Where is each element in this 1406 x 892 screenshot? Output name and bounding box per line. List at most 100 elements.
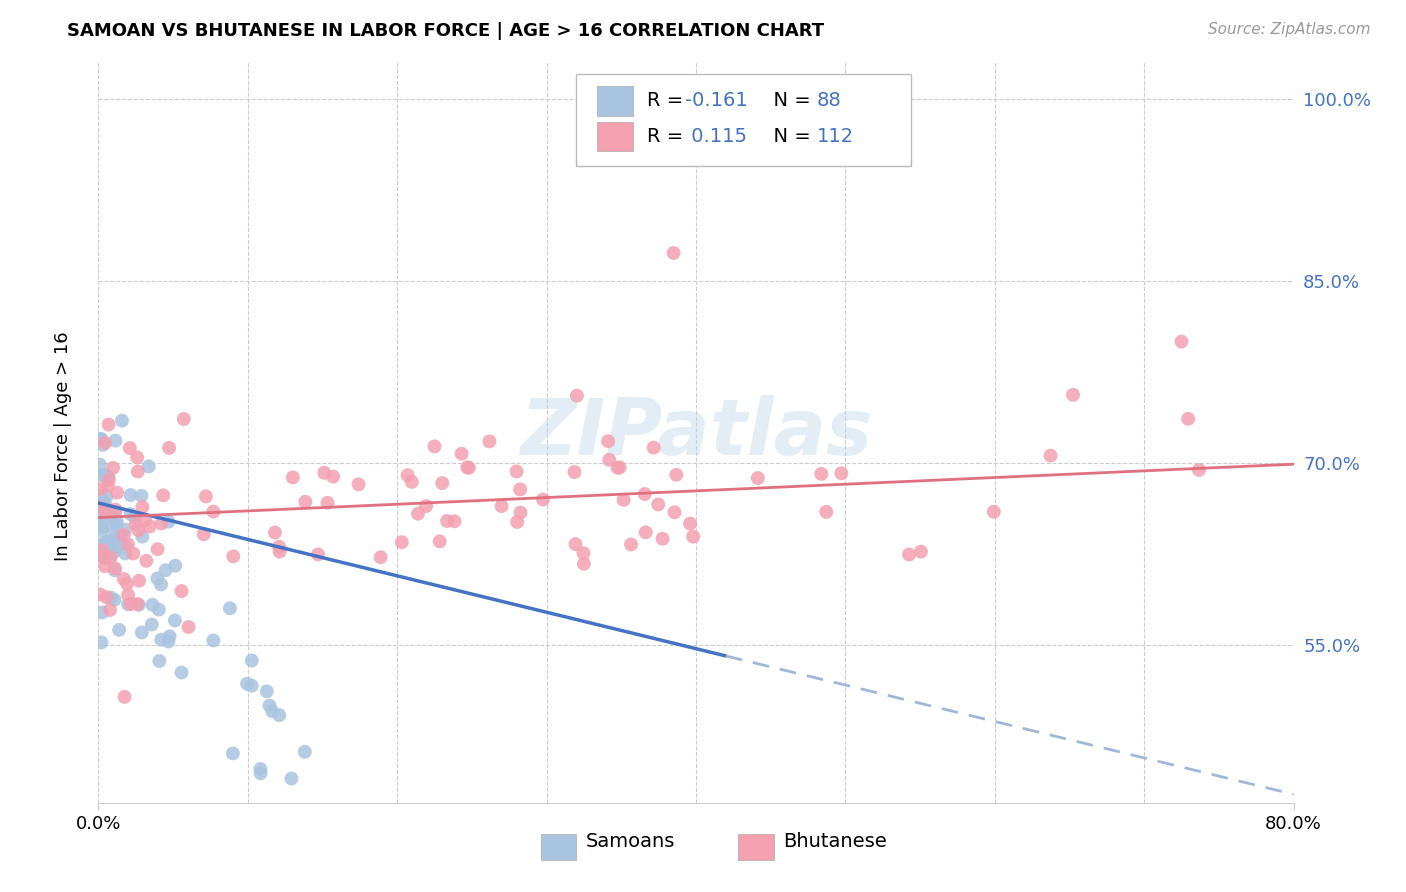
Point: [91, 606, 114, 620]
Point: [91, 543, 114, 558]
Point: [90, 504, 112, 518]
Point: [157, 634, 180, 648]
Point: [89, 458, 111, 472]
Point: [1177, 412, 1199, 426]
Point: [910, 544, 932, 558]
Point: [105, 485, 128, 500]
Point: [97, 470, 120, 484]
Point: [138, 519, 160, 533]
Point: [101, 533, 124, 548]
Point: [117, 588, 139, 602]
Point: [91, 504, 114, 518]
FancyBboxPatch shape: [738, 834, 773, 860]
Point: [94, 468, 117, 483]
Point: [104, 434, 127, 448]
Point: [262, 704, 284, 718]
Point: [108, 623, 131, 637]
Point: [810, 467, 832, 481]
Point: [146, 572, 169, 586]
Point: [269, 708, 291, 723]
Point: [478, 434, 501, 449]
Point: [100, 539, 122, 553]
Point: [111, 414, 134, 428]
Point: [131, 489, 153, 503]
Point: [240, 653, 263, 667]
Point: [104, 563, 127, 577]
Point: [97, 473, 120, 487]
Point: [281, 470, 304, 484]
Point: [202, 505, 225, 519]
Point: [108, 532, 131, 546]
Point: [170, 665, 193, 680]
Point: [135, 554, 157, 568]
Point: [830, 467, 852, 481]
Point: [269, 544, 291, 558]
Point: [747, 471, 769, 485]
Point: [104, 505, 127, 519]
Text: ZIPatlas: ZIPatlas: [520, 394, 872, 471]
Point: [114, 523, 136, 537]
Point: [100, 591, 122, 605]
Point: [316, 496, 339, 510]
Point: [314, 466, 336, 480]
Point: [89, 489, 111, 503]
Point: [1062, 388, 1084, 402]
Point: [127, 465, 149, 479]
Point: [90, 509, 112, 524]
Point: [249, 766, 271, 780]
Text: N =: N =: [761, 92, 817, 111]
Point: [97, 479, 120, 493]
Point: [91, 550, 114, 565]
Point: [202, 633, 225, 648]
Point: [104, 533, 127, 547]
Point: [294, 745, 316, 759]
Point: [236, 677, 259, 691]
Point: [107, 532, 129, 546]
FancyBboxPatch shape: [596, 87, 633, 116]
Point: [100, 508, 122, 522]
Point: [509, 506, 531, 520]
Point: [91, 524, 114, 538]
Point: [457, 460, 479, 475]
Point: [117, 598, 139, 612]
Point: [94, 496, 117, 510]
FancyBboxPatch shape: [596, 121, 633, 152]
Point: [131, 530, 153, 544]
Point: [128, 598, 150, 612]
Point: [322, 469, 344, 483]
Point: [124, 517, 146, 532]
Point: [679, 516, 702, 531]
Point: [98, 533, 121, 548]
Text: Bhutanese: Bhutanese: [783, 832, 887, 851]
Text: SAMOAN VS BHUTANESE IN LABOR FORCE | AGE > 16 CORRELATION CHART: SAMOAN VS BHUTANESE IN LABOR FORCE | AGE…: [67, 22, 824, 40]
Point: [91, 492, 114, 507]
Point: [157, 441, 180, 455]
Point: [665, 467, 688, 482]
Point: [120, 507, 142, 521]
Text: In Labor Force | Age > 16: In Labor Force | Age > 16: [55, 331, 72, 561]
Point: [148, 602, 170, 616]
Point: [606, 460, 628, 475]
Point: [94, 559, 117, 574]
Point: [491, 499, 513, 513]
Point: [634, 487, 657, 501]
Point: [120, 597, 142, 611]
Point: [118, 441, 141, 455]
Point: [100, 550, 122, 565]
Point: [104, 541, 127, 555]
Point: [124, 510, 146, 524]
Point: [138, 459, 160, 474]
Point: [564, 537, 586, 551]
FancyBboxPatch shape: [541, 834, 576, 860]
Point: [96, 490, 118, 504]
Point: [406, 507, 429, 521]
Point: [647, 498, 669, 512]
Point: [598, 434, 620, 449]
Point: [155, 563, 177, 577]
Point: [89, 489, 111, 503]
Point: [509, 483, 531, 497]
Point: [90, 432, 112, 446]
Point: [146, 542, 169, 557]
Point: [89, 482, 111, 496]
Point: [93, 536, 115, 550]
